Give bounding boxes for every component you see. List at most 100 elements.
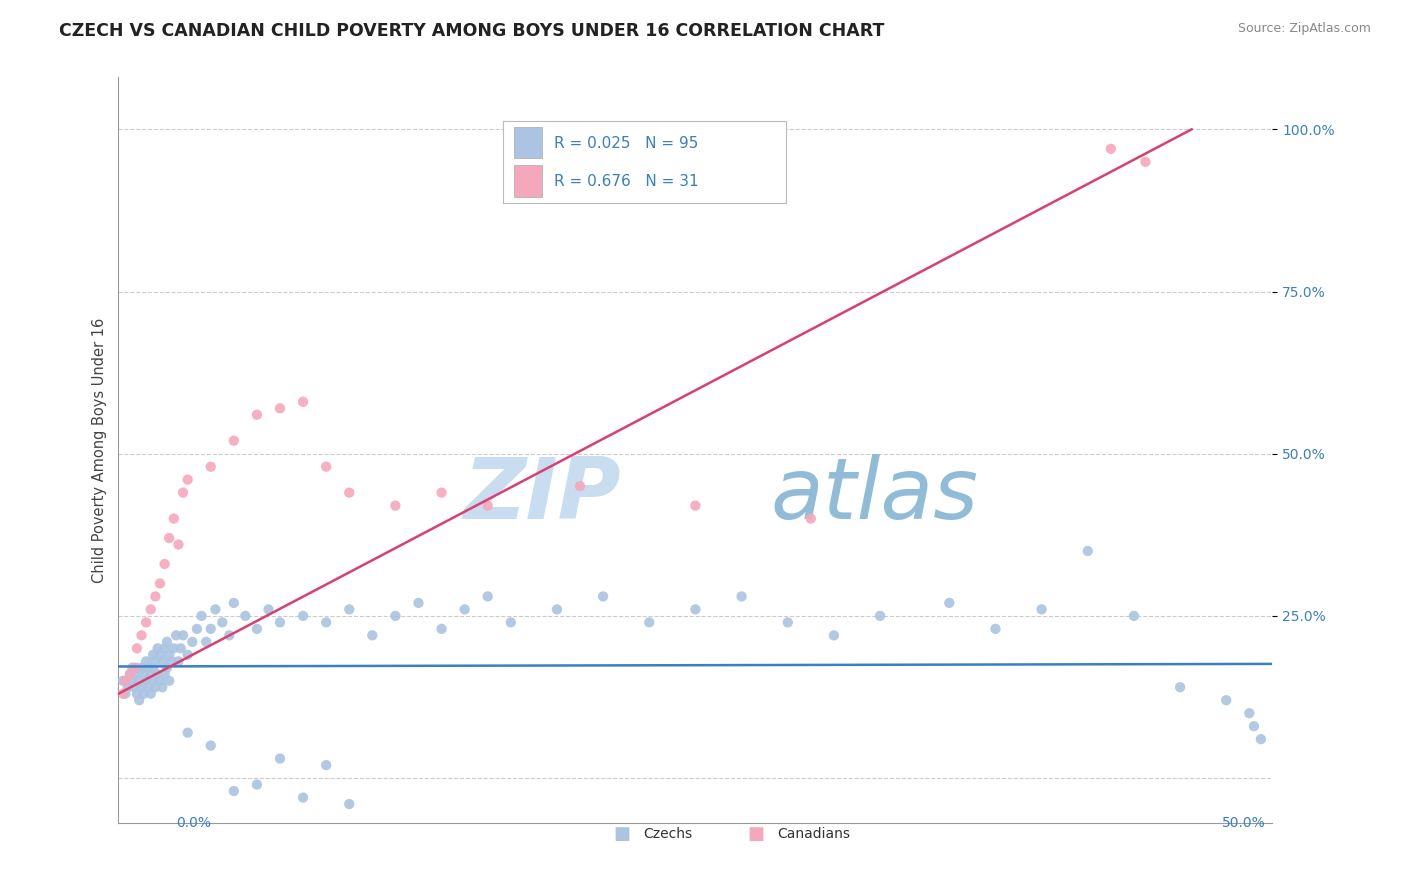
Point xyxy=(546,602,568,616)
Point xyxy=(124,680,146,694)
Point xyxy=(132,687,155,701)
Point xyxy=(125,661,148,675)
Point xyxy=(430,485,453,500)
Point xyxy=(131,628,153,642)
Point xyxy=(211,615,233,630)
Point xyxy=(121,673,143,688)
Point xyxy=(153,641,176,656)
Point xyxy=(157,648,180,662)
Point xyxy=(112,687,135,701)
Point xyxy=(156,661,179,675)
Point xyxy=(176,648,198,662)
Point xyxy=(131,661,153,675)
Point xyxy=(235,608,257,623)
Point xyxy=(337,797,360,811)
Point xyxy=(1168,680,1191,694)
Text: 50.0%: 50.0% xyxy=(1222,816,1265,830)
Point xyxy=(1135,154,1157,169)
Point xyxy=(1243,719,1265,733)
Point xyxy=(1077,544,1099,558)
Point xyxy=(315,615,337,630)
Point xyxy=(118,667,141,681)
Point xyxy=(128,693,150,707)
Point xyxy=(685,602,707,616)
Point xyxy=(218,628,240,642)
Bar xyxy=(515,165,543,196)
Point xyxy=(200,622,222,636)
Point xyxy=(337,602,360,616)
Point xyxy=(163,641,186,656)
Point xyxy=(156,635,179,649)
Point xyxy=(1250,732,1272,747)
Point xyxy=(172,628,194,642)
Point xyxy=(222,596,245,610)
Point xyxy=(1099,142,1122,156)
Point xyxy=(145,680,167,694)
Point xyxy=(384,499,406,513)
Point xyxy=(186,622,208,636)
Text: Canadians: Canadians xyxy=(776,827,849,841)
Point xyxy=(153,557,176,571)
Text: 0.0%: 0.0% xyxy=(176,816,211,830)
Point xyxy=(139,602,162,616)
Point xyxy=(142,648,165,662)
Point xyxy=(1031,602,1053,616)
Point xyxy=(292,394,315,409)
Point xyxy=(135,654,157,668)
Point xyxy=(128,673,150,688)
Point xyxy=(200,739,222,753)
Text: ■: ■ xyxy=(613,825,631,843)
Point xyxy=(638,615,661,630)
Point xyxy=(222,434,245,448)
Point xyxy=(153,667,176,681)
Point xyxy=(200,459,222,474)
Point xyxy=(118,667,141,681)
Point xyxy=(142,661,165,675)
Point xyxy=(139,687,162,701)
Point xyxy=(800,511,823,525)
Point xyxy=(1122,608,1144,623)
Point xyxy=(146,667,169,681)
Text: atlas: atlas xyxy=(770,454,979,537)
Point xyxy=(176,725,198,739)
Point xyxy=(170,641,193,656)
Point xyxy=(190,608,212,623)
Point xyxy=(150,680,173,694)
Point xyxy=(1215,693,1237,707)
Point xyxy=(569,479,592,493)
Point xyxy=(181,635,204,649)
Point xyxy=(139,667,162,681)
Point xyxy=(408,596,430,610)
Point xyxy=(157,673,180,688)
Point xyxy=(204,602,226,616)
Point xyxy=(384,608,406,623)
Bar xyxy=(515,127,543,158)
Point xyxy=(292,608,315,623)
Y-axis label: Child Poverty Among Boys Under 16: Child Poverty Among Boys Under 16 xyxy=(93,318,107,583)
Point xyxy=(685,499,707,513)
Point xyxy=(453,602,475,616)
Point xyxy=(145,654,167,668)
Point xyxy=(938,596,960,610)
Text: Czechs: Czechs xyxy=(643,827,692,841)
Text: R = 0.025   N = 95: R = 0.025 N = 95 xyxy=(554,136,697,151)
Point xyxy=(222,784,245,798)
Point xyxy=(125,687,148,701)
Point xyxy=(292,790,315,805)
Point xyxy=(114,673,136,688)
Point xyxy=(195,635,218,649)
Text: R = 0.676   N = 31: R = 0.676 N = 31 xyxy=(554,174,699,189)
Point xyxy=(1239,706,1261,721)
Point xyxy=(776,615,799,630)
Point xyxy=(315,459,337,474)
Point xyxy=(269,751,291,765)
Point xyxy=(160,654,183,668)
Point xyxy=(269,401,291,416)
Point xyxy=(167,537,190,551)
Point xyxy=(114,687,136,701)
Point xyxy=(592,590,614,604)
Point xyxy=(269,615,291,630)
Point xyxy=(149,576,172,591)
Point xyxy=(157,531,180,545)
Point xyxy=(246,622,269,636)
